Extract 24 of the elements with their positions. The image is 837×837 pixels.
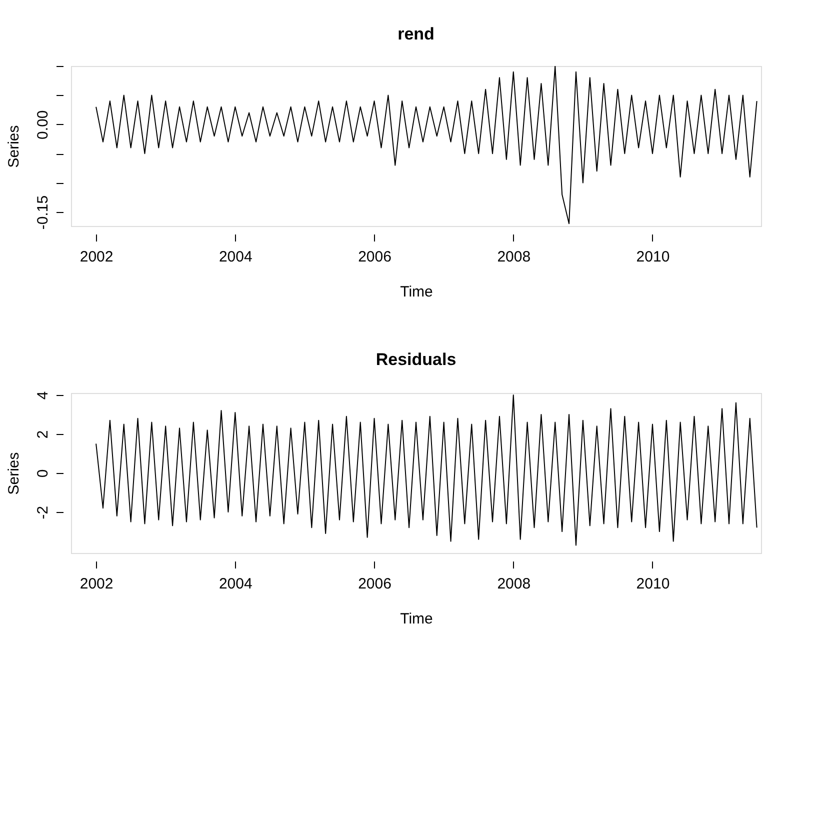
x-tick-label: 2002 <box>80 576 114 592</box>
y-tick-label: -2 <box>34 506 52 520</box>
y-tick-label: 0.00 <box>34 110 52 140</box>
x-tick-label: 2008 <box>497 576 531 592</box>
x-tick-label: 2006 <box>358 248 392 266</box>
x-tick-label: 2010 <box>636 576 670 592</box>
line-series <box>96 394 758 546</box>
y-tick-label: 4 <box>34 391 52 400</box>
chart-title: Residuals <box>376 350 456 369</box>
x-tick-label: 2010 <box>636 248 670 266</box>
x-tick-label: 2004 <box>218 248 252 266</box>
x-axis-title: Time <box>400 284 433 300</box>
y-tick-label: 0 <box>34 469 52 478</box>
y-tick-label: -0.15 <box>34 195 52 230</box>
y-axis-title: Series <box>6 452 22 495</box>
line-series <box>96 66 758 224</box>
y-tick-label: 2 <box>34 430 52 439</box>
x-tick-label: 2004 <box>218 576 252 592</box>
x-axis-title: Time <box>400 610 433 628</box>
x-tick-label: 2008 <box>497 248 531 266</box>
y-axis-title: Series <box>6 125 22 168</box>
x-tick-label: 2002 <box>80 248 114 266</box>
x-tick-label: 2006 <box>358 576 392 592</box>
chart-title: rend <box>398 24 434 44</box>
